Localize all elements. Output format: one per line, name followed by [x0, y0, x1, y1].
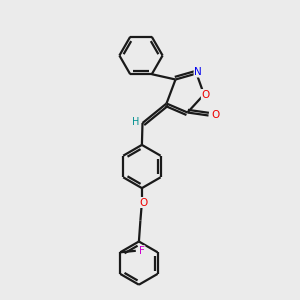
Text: O: O — [139, 197, 148, 208]
Text: O: O — [201, 89, 210, 100]
Text: O: O — [211, 110, 219, 121]
Text: N: N — [194, 67, 202, 77]
Text: H: H — [132, 117, 140, 127]
Text: F: F — [139, 246, 145, 256]
